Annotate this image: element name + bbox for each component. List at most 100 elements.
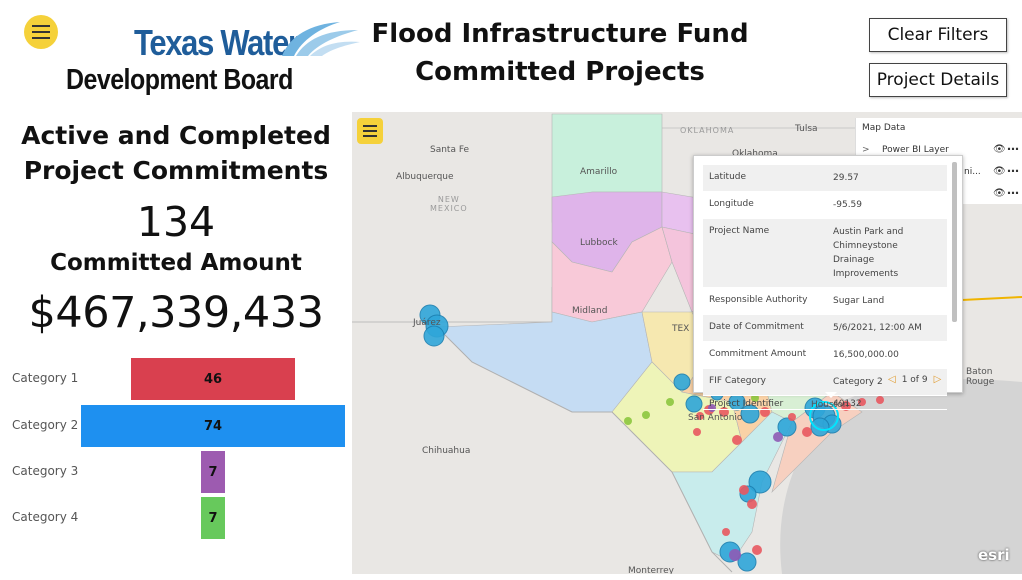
popup-field-value: Sugar Land [833, 296, 885, 306]
layer-name: ni... [964, 167, 981, 177]
logo-bottom-text: Development Board [66, 64, 293, 96]
previous-arrow-icon[interactable]: ◁ [888, 374, 896, 385]
popup-page-indicator: 1 of 9 [901, 374, 928, 385]
popup-row: Commitment Amount 16,500,000.00 [703, 342, 947, 369]
layer-row-power-bi[interactable]: > Power BI Layer 👁 ⋯ [856, 142, 1022, 160]
funnel-category-label: Category 2 [12, 418, 79, 432]
place-label-oklahoma-city: Oklahoma [732, 149, 778, 159]
funnel-bar[interactable]: 7 [200, 497, 226, 539]
funnel-category-label: Category 1 [12, 371, 79, 385]
popup-field-value: -95.59 [833, 200, 863, 210]
popup-row: Project Identifier 40132 [703, 396, 947, 410]
more-options-icon[interactable]: ⋯ [1007, 142, 1019, 156]
popup-row: Project Name Austin Park and Chimneyston… [703, 219, 947, 288]
place-label-line: Rouge [966, 377, 995, 387]
place-label-chihuahua: Chihuahua [422, 446, 471, 456]
place-label-albuquerque: Albuquerque [396, 172, 454, 182]
popup-field-name: Project Name [709, 226, 770, 236]
next-arrow-icon[interactable]: ▷ [933, 374, 942, 385]
layer-name: Power BI Layer [882, 145, 949, 155]
popup-row: Latitude 29.57 [703, 165, 947, 192]
place-label-line: Baton [966, 367, 993, 377]
funnel-category-label: Category 4 [12, 510, 79, 524]
place-label-baton-rouge: Baton Rouge [966, 367, 994, 387]
title-line: Flood Infrastructure Fund [371, 19, 749, 49]
project-popup[interactable]: Latitude 29.57 Longitude -95.59 Project … [693, 155, 963, 410]
popup-field-name: Responsible Authority [709, 295, 808, 305]
place-label-midland: Midland [572, 306, 608, 316]
place-label-san-antonio: San Antonio [688, 413, 743, 423]
popup-field-value: 40132 [833, 399, 862, 409]
menu-line-icon [363, 125, 377, 127]
place-label-texas: TEX [672, 324, 690, 334]
place-label-juarez: Juárez [413, 318, 441, 328]
funnel-bar[interactable]: 7 [200, 451, 226, 493]
popup-field-name: Commitment Amount [709, 349, 807, 359]
visibility-eye-icon[interactable]: 👁 [993, 188, 1006, 199]
committed-amount-label: Committed Amount [50, 250, 302, 276]
region-label-line: NEW [437, 195, 460, 204]
water-wave-icon [282, 22, 360, 56]
title-line: Committed Projects [415, 57, 705, 87]
project-count-value: 134 [136, 198, 216, 246]
kpi-heading-line: Project Commitments [23, 156, 329, 185]
popup-pointer [825, 392, 837, 398]
layer-row-2[interactable]: ni... 👁 ⋯ [856, 164, 1022, 182]
map-points[interactable] [708, 404, 783, 561]
visibility-eye-icon[interactable]: 👁 [993, 166, 1006, 177]
popup-scrollbar[interactable] [952, 162, 957, 322]
popup-attribute-table: Latitude 29.57 Longitude -95.59 Project … [703, 165, 947, 410]
popup-row: FIF Category Category 2 [703, 369, 947, 396]
chevron-right-icon[interactable]: > [862, 145, 870, 155]
twdb-logo: Texas Water Development Board [66, 18, 366, 98]
popup-field-value: 16,500,000.00 [833, 350, 899, 360]
category-funnel-chart: Category 1 46 Category 2 74 Category 3 7… [0, 358, 352, 548]
place-label-santa-fe: Santa Fe [430, 145, 470, 155]
popup-row: Responsible Authority Sugar Land [703, 288, 947, 315]
menu-line-icon [32, 25, 50, 27]
popup-field-value: 29.57 [833, 173, 859, 183]
main-menu-button[interactable] [24, 15, 58, 49]
funnel-category-label: Category 3 [12, 464, 79, 478]
popup-field-name: FIF Category [709, 376, 766, 386]
layers-panel-title: Map Data [862, 123, 906, 133]
menu-line-icon [32, 37, 50, 39]
page-title: Flood Infrastructure Fund Committed Proj… [360, 15, 760, 91]
funnel-row-category-4[interactable]: Category 4 7 [0, 497, 352, 539]
project-map[interactable]: OKLAHOMA Tulsa Oklahoma Santa Fe Albuque… [352, 112, 1022, 574]
menu-line-icon [363, 135, 377, 137]
place-label-amarillo: Amarillo [580, 167, 618, 177]
popup-pager: ◁ 1 of 9 ▷ [888, 374, 941, 385]
popup-field-value: 5/6/2021, 12:00 AM [833, 323, 922, 333]
funnel-row-category-3[interactable]: Category 3 7 [0, 451, 352, 493]
place-label-lubbock: Lubbock [580, 238, 618, 248]
funnel-bar[interactable]: 46 [130, 358, 296, 400]
funnel-row-category-1[interactable]: Category 1 46 [0, 358, 352, 400]
menu-line-icon [32, 31, 50, 33]
committed-amount-value: $467,339,433 [28, 288, 324, 338]
clear-filters-button[interactable]: Clear Filters [869, 18, 1007, 52]
kpi-panel: Active and Completed Project Commitments… [0, 110, 352, 580]
more-options-icon[interactable]: ⋯ [1007, 186, 1019, 200]
place-label-oklahoma: OKLAHOMA [680, 126, 735, 135]
funnel-bar[interactable]: 74 [81, 405, 345, 447]
popup-field-name: Longitude [709, 199, 754, 209]
region-label-line: MEXICO [430, 204, 468, 213]
menu-line-icon [363, 130, 377, 132]
popup-field-name: Date of Commitment [709, 322, 804, 332]
popup-field-value: Category 2 [833, 377, 883, 387]
layer-row-3[interactable]: 👁 ⋯ [856, 186, 1022, 204]
popup-row: Date of Commitment 5/6/2021, 12:00 AM [703, 315, 947, 342]
place-label-monterrey: Monterrey [628, 566, 674, 574]
map-points[interactable] [624, 394, 759, 425]
more-options-icon[interactable]: ⋯ [1007, 164, 1019, 178]
kpi-heading-line: Active and Completed [21, 121, 331, 150]
map-points[interactable] [693, 396, 884, 555]
funnel-row-category-2[interactable]: Category 2 74 [0, 405, 352, 447]
logo-top-text: Texas Water [134, 22, 300, 63]
place-label-new-mexico: NEW MEXICO [430, 195, 468, 213]
map-menu-button[interactable] [357, 118, 383, 144]
visibility-eye-icon[interactable]: 👁 [993, 144, 1006, 155]
project-details-button[interactable]: Project Details [869, 63, 1007, 97]
popup-row: Longitude -95.59 [703, 192, 947, 219]
